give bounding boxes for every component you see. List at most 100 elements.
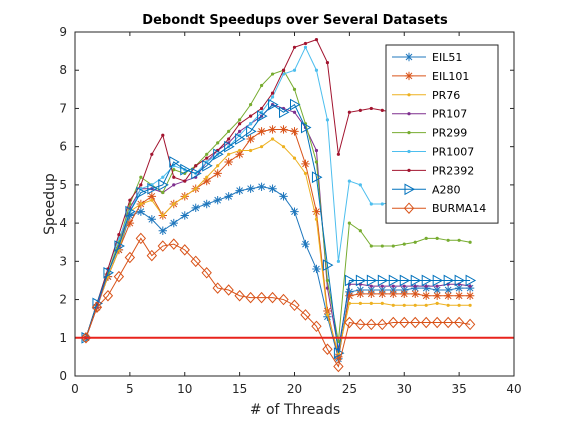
data-point: [435, 236, 439, 240]
data-point: [191, 203, 200, 213]
data-point: [413, 284, 417, 288]
data-point: [213, 169, 222, 178]
data-point: [442, 316, 454, 329]
data-point: [312, 264, 321, 274]
legend-entry: PR2392: [392, 164, 474, 177]
data-point: [404, 183, 416, 196]
data-point: [424, 236, 428, 240]
legend-entry: PR299: [392, 127, 467, 140]
data-point: [465, 291, 475, 300]
data-point: [355, 318, 366, 331]
legend-entry: A280: [392, 183, 461, 196]
data-point: [147, 192, 157, 201]
y-tick-label: 1: [59, 331, 67, 345]
data-point: [446, 238, 450, 242]
data-point: [205, 175, 209, 179]
data-point: [246, 125, 257, 138]
data-point: [281, 72, 286, 76]
data-point: [245, 291, 256, 304]
data-point: [268, 125, 277, 134]
data-point: [158, 226, 167, 235]
data-point: [169, 218, 178, 228]
data-point: [314, 217, 319, 221]
data-point: [323, 312, 332, 321]
data-point: [172, 175, 176, 179]
data-point: [259, 83, 264, 88]
data-point: [411, 289, 420, 299]
data-point: [410, 274, 422, 287]
axes-box: [74, 31, 515, 377]
data-point: [314, 148, 319, 153]
data-point: [213, 148, 224, 161]
data-point: [114, 240, 125, 252]
x-tick-label: 35: [451, 382, 466, 396]
data-point: [223, 284, 234, 296]
data-point: [147, 215, 157, 224]
data-point: [224, 157, 233, 167]
data-point: [139, 183, 143, 187]
data-point: [325, 313, 330, 317]
data-point: [400, 289, 409, 299]
data-point: [378, 289, 387, 299]
data-point: [422, 283, 431, 293]
data-point: [465, 274, 477, 287]
data-point: [347, 179, 351, 183]
legend-label: A280: [432, 183, 461, 196]
data-point: [128, 198, 132, 202]
data-point: [180, 211, 189, 220]
data-point: [432, 316, 443, 329]
data-point: [292, 87, 297, 91]
data-point: [216, 141, 220, 145]
data-point: [103, 266, 114, 279]
data-point: [336, 152, 340, 156]
legend-entry: PR1007: [392, 146, 474, 159]
data-point: [238, 122, 242, 126]
data-point: [380, 301, 384, 305]
data-point: [432, 291, 442, 300]
x-tick-label: 15: [232, 382, 247, 396]
data-point: [358, 229, 362, 233]
data-point: [334, 352, 343, 362]
data-point: [410, 316, 421, 329]
data-point: [300, 121, 312, 134]
data-point: [161, 133, 165, 137]
data-point: [270, 95, 275, 99]
data-point: [279, 192, 288, 201]
data-point: [290, 98, 301, 111]
x-tick-label: 10: [177, 382, 192, 396]
data-point: [421, 274, 433, 287]
data-point: [259, 145, 264, 149]
x-tick-label: 20: [287, 382, 302, 396]
data-point: [268, 184, 277, 193]
data-point: [325, 60, 330, 65]
data-point: [172, 183, 176, 187]
data-point: [388, 274, 400, 287]
data-point: [172, 168, 176, 172]
data-point: [117, 232, 121, 237]
data-point: [446, 303, 450, 307]
data-point: [234, 289, 245, 302]
data-point: [180, 163, 191, 176]
data-point: [179, 244, 190, 256]
data-point: [202, 199, 211, 209]
data-point: [311, 171, 323, 184]
data-point: [454, 283, 464, 293]
data-point: [336, 340, 340, 344]
data-point: [404, 52, 414, 62]
legend-entry: EIL51: [392, 51, 462, 64]
data-point: [270, 137, 275, 141]
data-point: [457, 238, 461, 242]
data-point: [443, 291, 453, 300]
data-point: [246, 184, 255, 193]
data-point: [259, 106, 264, 111]
data-point: [424, 284, 428, 288]
data-point: [278, 293, 289, 306]
data-point: [80, 332, 92, 344]
data-point: [125, 205, 136, 218]
data-point: [150, 198, 154, 202]
x-tick-label: 0: [71, 382, 79, 396]
data-point: [358, 301, 362, 305]
data-point: [345, 291, 354, 300]
data-point: [380, 108, 384, 112]
data-point: [161, 175, 165, 179]
